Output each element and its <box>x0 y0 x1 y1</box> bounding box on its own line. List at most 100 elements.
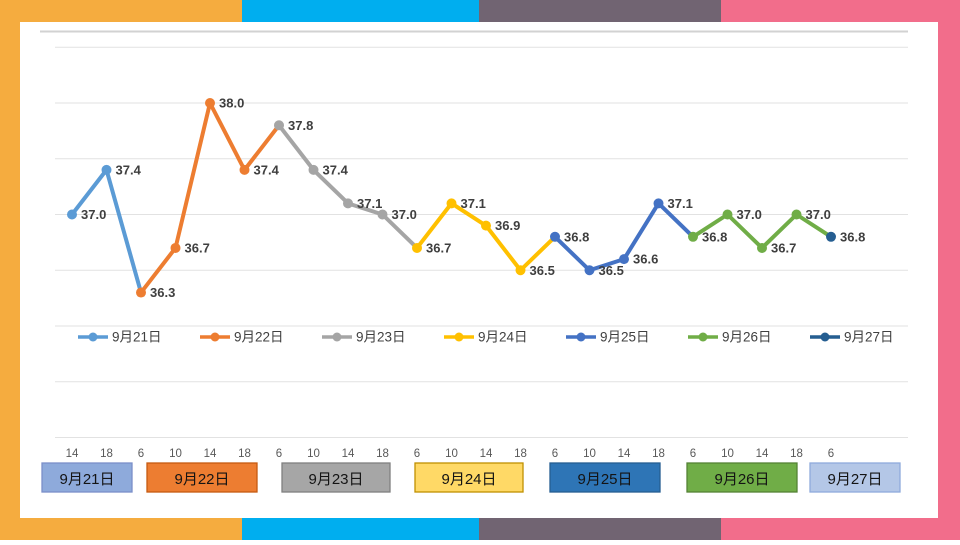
frame-stripe-bottom-cyan <box>242 518 479 540</box>
data-point-label: 37.0 <box>392 207 417 222</box>
frame-stripe-top-orange <box>0 0 242 22</box>
x-tick-label: 14 <box>756 448 769 460</box>
x-tick-label: 6 <box>552 448 558 460</box>
day-box-rect <box>414 462 524 493</box>
day-box-label: 9月21日 <box>59 471 114 488</box>
data-point-label: 36.5 <box>599 263 624 278</box>
x-tick-label: 14 <box>204 448 217 460</box>
data-point-marker <box>791 209 802 220</box>
x-tick-label: 10 <box>169 448 182 460</box>
legend-item: 9月23日 <box>322 330 406 345</box>
day-box-label: 9月26日 <box>714 471 769 488</box>
legend-swatch-marker-icon <box>332 332 342 342</box>
x-tick-label: 6 <box>828 448 834 460</box>
legend-label: 9月24日 <box>478 330 528 345</box>
series-line-day-4 <box>415 201 557 273</box>
day-axis-box: 9月27日 <box>809 462 901 493</box>
data-point-marker <box>67 209 77 220</box>
data-point-label: 36.3 <box>150 285 175 300</box>
legend-swatch-marker-icon <box>576 332 586 342</box>
x-tick-label: 6 <box>414 448 420 460</box>
series-line-day-1 <box>70 167 143 295</box>
day-box-label: 9月22日 <box>174 471 229 488</box>
data-point-marker <box>481 220 491 231</box>
frame-stripe-right-pink <box>938 0 960 540</box>
legend-label: 9月26日 <box>722 330 772 345</box>
day-box-label: 9月24日 <box>441 471 496 488</box>
frame-stripe-top-pink <box>721 0 960 22</box>
data-point-label: 36.8 <box>840 229 865 244</box>
frame-stripe-top-mauve <box>479 0 721 22</box>
data-point-marker <box>101 164 112 175</box>
data-point-marker <box>515 265 526 276</box>
legend-label: 9月21日 <box>112 330 162 345</box>
data-point-marker <box>239 164 250 175</box>
data-point-marker <box>584 265 595 276</box>
frame-stripe-left-orange <box>0 0 20 540</box>
data-point-marker <box>550 231 560 242</box>
x-tick-label: 18 <box>514 448 527 460</box>
legend-swatch-marker-icon <box>454 332 464 342</box>
data-point-label: 37.1 <box>357 196 382 211</box>
legend-label: 9月25日 <box>600 330 650 345</box>
data-point-marker <box>653 198 664 209</box>
legend-item: 9月25日 <box>566 330 650 345</box>
day-axis-box: 9月25日 <box>549 462 661 493</box>
data-point-label: 37.0 <box>81 207 106 222</box>
day-axis-box: 9月21日 <box>41 462 133 493</box>
x-tick-label: 10 <box>307 448 320 460</box>
data-point-marker <box>274 120 284 131</box>
data-point-label: 36.6 <box>633 252 658 267</box>
legend-item: 9月27日 <box>810 330 894 345</box>
day-box-label: 9月27日 <box>827 471 882 488</box>
day-box-label: 9月25日 <box>577 471 632 488</box>
day-box-rect <box>686 462 798 493</box>
data-point-marker <box>205 98 215 108</box>
data-point-label: 37.0 <box>737 207 762 222</box>
data-point-label: 37.0 <box>806 207 831 222</box>
day-axis-box: 9月23日 <box>281 462 391 493</box>
day-box-rect <box>809 462 901 493</box>
data-point-label: 36.7 <box>771 240 796 255</box>
series-line-day-3 <box>277 123 419 250</box>
x-tick-label: 14 <box>342 448 355 460</box>
legend-item: 9月21日 <box>78 330 162 345</box>
x-tick-label: 18 <box>238 448 251 460</box>
data-point-marker <box>826 231 836 242</box>
data-point-label: 37.1 <box>668 196 693 211</box>
legend-label: 9月23日 <box>356 330 406 345</box>
day-box-label: 9月23日 <box>308 471 363 488</box>
data-point-label: 36.5 <box>530 263 555 278</box>
data-point-label: 38.0 <box>219 96 244 111</box>
data-point-marker <box>757 242 767 253</box>
x-tick-label: 14 <box>618 448 631 460</box>
data-point-label: 37.4 <box>323 162 349 177</box>
data-point-marker <box>170 242 181 253</box>
x-tick-label: 18 <box>100 448 113 460</box>
frame-stripe-bottom-orange <box>0 518 242 540</box>
data-point-label: 37.1 <box>461 196 486 211</box>
data-point-label: 36.7 <box>185 240 210 255</box>
data-point-label: 37.4 <box>116 162 142 177</box>
day-box-rect <box>549 462 661 493</box>
data-point-marker <box>343 198 353 209</box>
data-point-marker <box>136 287 146 298</box>
day-box-rect <box>146 462 258 493</box>
legend-swatch-marker-icon <box>820 332 830 342</box>
day-axis-box: 9月26日 <box>686 462 798 493</box>
data-point-label: 36.9 <box>495 218 520 233</box>
x-tick-label: 14 <box>66 448 79 460</box>
x-tick-label: 10 <box>583 448 596 460</box>
x-tick-label: 18 <box>376 448 389 460</box>
day-axis-box: 9月24日 <box>414 462 524 493</box>
legend-label: 9月22日 <box>234 330 284 345</box>
data-point-marker <box>619 254 629 265</box>
x-tick-label: 18 <box>652 448 665 460</box>
legend-swatch-marker-icon <box>210 332 220 342</box>
frame-stripe-bottom-pink <box>721 518 960 540</box>
day-box-rect <box>41 462 133 493</box>
legend-item: 9月22日 <box>200 330 284 345</box>
data-point-label: 36.8 <box>702 229 727 244</box>
